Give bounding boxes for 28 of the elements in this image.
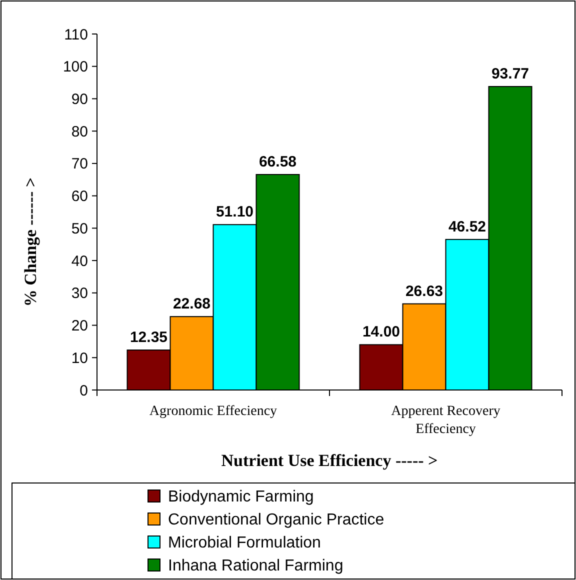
legend-label: Conventional Organic Practice [168,512,384,529]
y-tick-label: 80 [71,123,88,140]
x-tick-label: Apperent Recovery Effeciency [391,404,500,437]
text: 93.77 [491,66,530,83]
text: 46.52 [448,218,486,236]
y-axis-title: % Change ------ > [21,177,40,307]
y-tick-label: 110 [64,26,88,44]
y-tick-label: 10 [71,350,88,367]
text: 26.63 [405,282,444,300]
x-axis-title: Nutrient Use Efficiency ----- > [221,451,438,470]
legend-label: Microbial Formulation [168,534,321,552]
legend-label: Inhana Rational Farming [168,558,344,575]
y-tick-label: 30 [71,285,88,302]
text: 51.10 [216,204,254,221]
text: 66.58 [258,154,297,171]
y-tick-label: 70 [71,156,88,173]
text: 22.68 [172,296,211,313]
text: 14.00 [362,324,400,341]
y-tick-label: 90 [71,90,88,108]
text: 12.35 [130,329,168,346]
y-tick-label: 0 [80,382,88,400]
y-tick-label: 60 [71,188,88,206]
x-tick-label: Agronomic Effeciency [149,404,278,419]
y-tick-label: 40 [71,252,88,270]
legend-label: Biodynamic Farming [168,488,314,506]
y-tick-label: 50 [71,220,88,238]
y-tick-label: 20 [71,318,88,335]
y-tick-label: 100 [62,58,88,76]
